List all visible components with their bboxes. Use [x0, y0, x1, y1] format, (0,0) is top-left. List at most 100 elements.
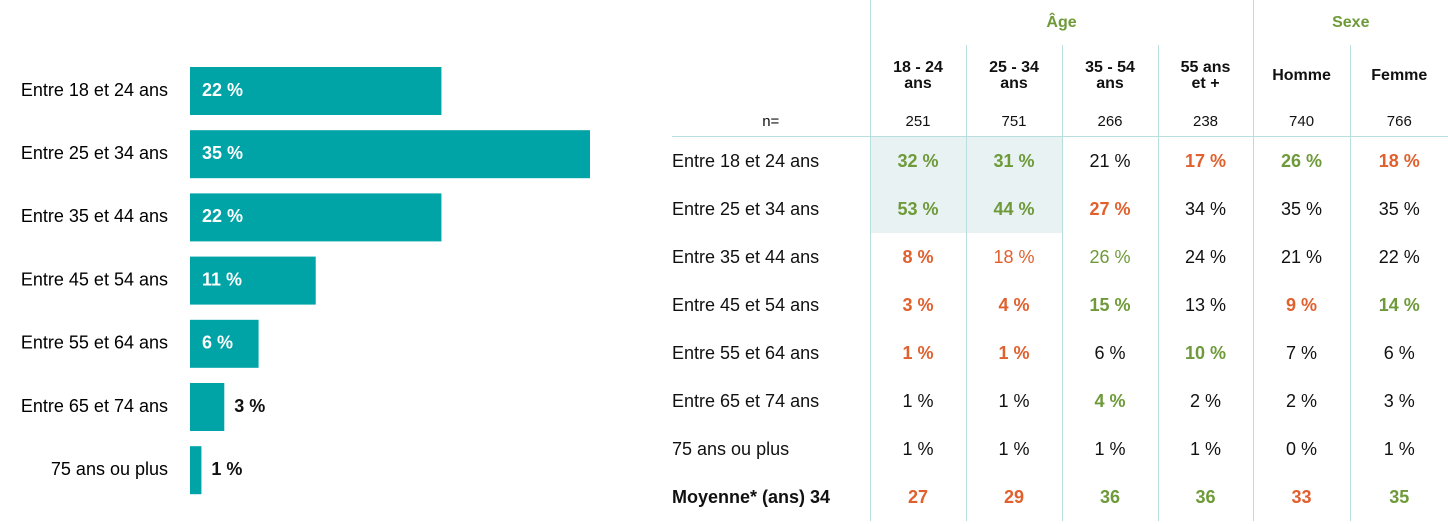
value-label: 6 % [202, 333, 233, 353]
category-label: Entre 25 et 34 ans [21, 143, 168, 163]
cell: 4 % [965, 281, 1062, 329]
cell: 35 % [1349, 185, 1448, 233]
cell: 35 [1349, 473, 1448, 521]
bar [190, 67, 442, 115]
cell: 2 % [1252, 377, 1351, 425]
cell: 4 % [1061, 377, 1158, 425]
cell: 21 % [1061, 136, 1158, 185]
n-row: n= 251 751 266 238 740 766 [672, 107, 1448, 137]
cell: 15 % [1061, 281, 1158, 329]
bar [190, 383, 225, 431]
cell: 17 % [1157, 136, 1254, 185]
row-label: Entre 55 et 64 ans [672, 342, 820, 363]
column-header: 35 - 54 ans [1061, 45, 1158, 107]
value-label: 11 % [202, 269, 242, 289]
cell: 8 % [869, 233, 966, 281]
bar [190, 130, 590, 179]
cell: 0 % [1252, 425, 1351, 473]
category-label: Entre 35 et 44 ans [21, 206, 168, 226]
data-row: Entre 55 et 64 ans 1 % 1 % 6 % 10 % 7 % 6 % [672, 329, 1448, 377]
data-row: 75 ans ou plus 1 % 1 % 1 % 1 % 0 % 1 % [672, 425, 1448, 473]
n-cell: n= [672, 107, 870, 137]
bar-chart: Entre 18 et 24 ans 22 % Entre 25 et 34 ans… [21, 67, 590, 495]
column-header: 25 - 34 ans [965, 45, 1062, 107]
cell: 21 % [1252, 233, 1351, 281]
row-label: Entre 35 et 44 ans [672, 246, 820, 267]
cell: 10 % [1157, 329, 1254, 377]
column-header: Homme [1252, 45, 1351, 107]
bar [190, 446, 202, 495]
cell: 31 % [965, 136, 1062, 185]
data-row: Entre 45 et 54 ans 3 % 4 % 15 % 13 % 9 % 14 % [672, 281, 1448, 329]
cell: 1 % [965, 377, 1062, 425]
cell: 1 % [1349, 425, 1448, 473]
category-label: Entre 55 et 64 ans [21, 333, 168, 353]
cell: 3 % [1349, 377, 1448, 425]
data-row: Entre 25 et 34 ans 53 % 44 % 27 % 34 % 35 % 35… [672, 185, 1448, 233]
row-label: Moyenne* (ans) 34 [672, 486, 831, 507]
value-label: 22 % [202, 206, 243, 226]
data-row: Entre 35 et 44 ans 8 % 18 % 26 % 24 % 21 % 22 … [672, 233, 1448, 281]
cell: 1 % [965, 329, 1062, 377]
row-label: Entre 65 et 74 ans [672, 390, 820, 411]
row-label: Entre 18 et 24 ans [672, 150, 820, 171]
bar [190, 193, 442, 242]
cell: 29 [965, 473, 1062, 521]
column-header: 18 - 24 ans [869, 45, 966, 107]
data-row: Entre 65 et 74 ans 1 % 1 % 4 % 2 % 2 % 3 % [672, 377, 1448, 425]
cell: 1 % [869, 329, 966, 377]
category-label: Entre 18 et 24 ans [21, 80, 168, 100]
cell: 7 % [1252, 329, 1351, 377]
value-label: 1 % [211, 459, 242, 479]
cell: 22 % [1349, 233, 1448, 281]
cell: 6 % [1349, 329, 1448, 377]
row-label: Entre 45 et 54 ans [672, 294, 820, 315]
n-cell: 751 [965, 107, 1062, 137]
cell: 6 % [1061, 329, 1158, 377]
cell: 2 % [1157, 377, 1254, 425]
data-row: Entre 18 et 24 ans 32 % 31 % 21 % 17 % 26 % 18… [672, 136, 1448, 185]
corner [672, 45, 870, 107]
cell: 44 % [965, 185, 1062, 233]
cell: 36 [1061, 473, 1158, 521]
group-header: Âge [869, 0, 1254, 45]
cell: 26 % [1252, 136, 1351, 185]
n-cell: 251 [869, 107, 966, 137]
column-header: Femme [1349, 45, 1448, 107]
cell: 26 % [1061, 233, 1158, 281]
category-label: Entre 45 et 54 ans [21, 269, 168, 289]
column-header-row: 18 - 24 ans 25 - 34 ans 35 - 54 ans 55 ans … [672, 45, 1448, 107]
n-cell: 740 [1252, 107, 1351, 137]
cell: 9 % [1252, 281, 1351, 329]
n-cell: 238 [1157, 107, 1254, 137]
corner [672, 0, 870, 45]
cell: 33 [1252, 473, 1351, 521]
cell: 18 % [965, 233, 1062, 281]
cell: 18 % [1349, 136, 1448, 185]
column-header: 55 ans et + [1157, 45, 1254, 107]
value-label: 3 % [234, 396, 265, 416]
cell: 1 % [869, 425, 966, 473]
cell: 1 % [1061, 425, 1158, 473]
group-header: Sexe [1252, 0, 1448, 45]
cell: 24 % [1157, 233, 1254, 281]
group-header-row: Âge Sexe [672, 0, 1448, 45]
cell: 1 % [965, 425, 1062, 473]
cell: 1 % [869, 377, 966, 425]
n-cell: 766 [1349, 107, 1448, 137]
cell: 35 % [1252, 185, 1351, 233]
category-label: 75 ans ou plus [51, 459, 168, 479]
category-label: Entre 65 et 74 ans [21, 396, 168, 416]
cell: 1 % [1157, 425, 1254, 473]
cell: 13 % [1157, 281, 1254, 329]
bar [190, 256, 316, 305]
cell: 34 % [1157, 185, 1254, 233]
data-row: Moyenne* (ans) 34 27 29 36 36 33 35 [672, 473, 1448, 521]
bar [190, 319, 259, 368]
crosstab: Âge Sexe 18 - 24 ans 25 - 34 ans 35 - 54 ans… [672, 0, 1448, 521]
cell: 53 % [869, 185, 966, 233]
row-label: Entre 25 et 34 ans [672, 198, 820, 219]
cell: 36 [1157, 473, 1254, 521]
value-label: 22 % [202, 80, 243, 100]
